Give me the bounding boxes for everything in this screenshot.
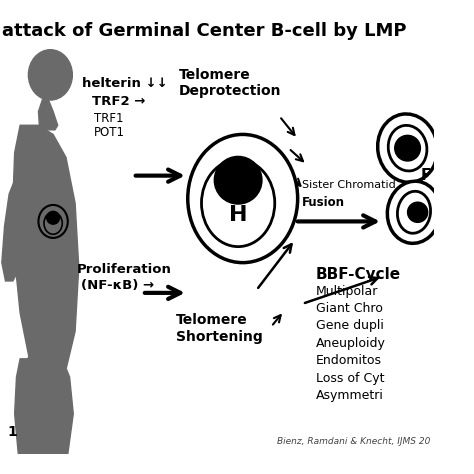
Text: Telomere: Telomere [179,68,250,82]
Circle shape [47,211,60,224]
Ellipse shape [201,160,275,246]
Text: Proliferation: Proliferation [77,263,172,276]
Text: Loss of Cyt: Loss of Cyt [316,372,384,384]
Ellipse shape [387,181,441,243]
Text: H: H [229,205,247,225]
Text: Endomitos: Endomitos [316,354,382,367]
Text: helterin ↓↓: helterin ↓↓ [82,77,168,90]
Text: F: F [421,168,431,183]
Ellipse shape [28,50,73,100]
Polygon shape [15,350,73,454]
Text: POT1: POT1 [94,126,125,139]
Text: Telomere: Telomere [176,313,247,327]
Circle shape [214,156,262,204]
Text: (NF-κB) →: (NF-κB) → [81,279,154,292]
Text: Gene dupli: Gene dupli [316,319,384,332]
Text: BBF-Cycle: BBF-Cycle [316,267,401,282]
Polygon shape [13,125,79,395]
Text: Bienz, Ramdani & Knecht, IJMS 20: Bienz, Ramdani & Knecht, IJMS 20 [277,437,430,446]
Text: TRF1: TRF1 [94,111,124,125]
Circle shape [408,202,428,222]
Circle shape [395,136,420,161]
Polygon shape [2,139,33,281]
Text: Shortening: Shortening [176,329,263,344]
Text: Giant Chro: Giant Chro [316,302,383,315]
Ellipse shape [188,135,298,263]
Ellipse shape [378,114,438,182]
Text: Deprotection: Deprotection [179,84,281,98]
Text: Sister Chromatid: Sister Chromatid [302,180,396,190]
Ellipse shape [388,125,427,171]
Text: Multipolar: Multipolar [316,284,378,298]
Text: attack of Germinal Center B-cell by LMP: attack of Germinal Center B-cell by LMP [2,22,406,40]
Text: Asymmetri: Asymmetri [316,389,384,402]
Text: TRF2 →: TRF2 → [91,95,145,108]
Text: 1: 1 [7,425,17,439]
Polygon shape [38,98,58,130]
Ellipse shape [397,191,430,233]
Text: Aneuploidy: Aneuploidy [316,337,386,350]
Text: Fusion: Fusion [302,196,345,209]
